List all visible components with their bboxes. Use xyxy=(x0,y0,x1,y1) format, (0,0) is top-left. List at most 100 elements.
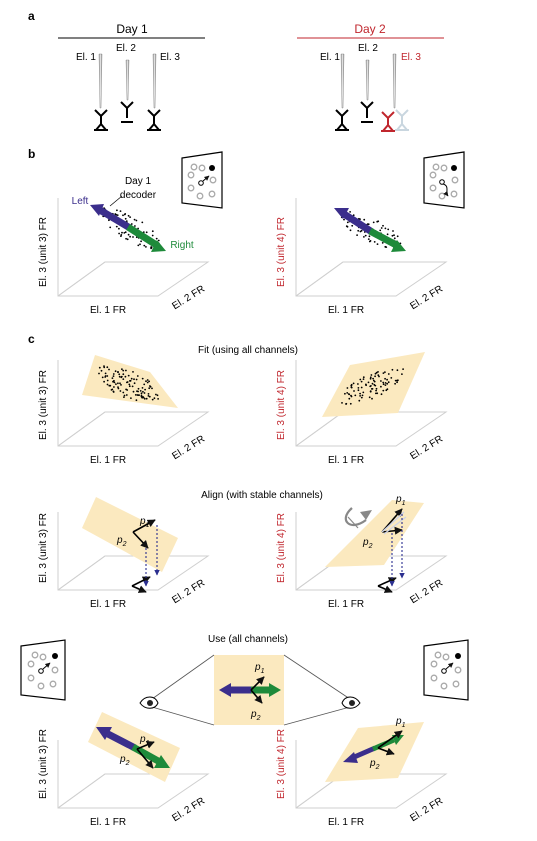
scatter-point xyxy=(349,402,352,405)
scatter-point xyxy=(376,392,379,395)
p2-projection xyxy=(131,585,147,593)
scatter-point xyxy=(122,378,125,380)
scatter-point xyxy=(380,380,382,382)
scatter-point xyxy=(142,231,145,234)
scatter-point xyxy=(133,382,136,385)
scatter-point xyxy=(98,372,100,375)
scatter-point xyxy=(148,380,151,383)
x-axis-label: El. 1 FR xyxy=(328,599,364,610)
scatter-point xyxy=(129,216,132,219)
scatter-point xyxy=(115,383,117,385)
scatter-point xyxy=(117,382,119,385)
scatter-point xyxy=(346,221,349,224)
scatter-point xyxy=(124,375,127,378)
scatter-point xyxy=(393,237,396,240)
ghost-vector xyxy=(381,511,405,533)
right-label: Right xyxy=(170,240,194,251)
scatter-point xyxy=(357,383,359,385)
plot-fit-left: El. 3 (unit 3) FR El. 1 FR El. 2 FR xyxy=(38,355,210,466)
scatter-point xyxy=(118,375,121,378)
p2-label: p2 xyxy=(116,535,127,548)
scatter-point xyxy=(360,380,363,383)
align-plane xyxy=(82,497,178,572)
scatter-point xyxy=(133,218,136,221)
scatter-point xyxy=(368,396,371,399)
scatter-point xyxy=(119,390,122,392)
scatter-point xyxy=(365,383,367,386)
scatter-point xyxy=(125,220,128,223)
scatter-point xyxy=(116,209,118,212)
scatter-point xyxy=(145,397,148,400)
scatter-point xyxy=(125,369,127,372)
scatter-point xyxy=(351,224,354,227)
y-axis-label: El. 3 (unit 3) FR xyxy=(38,729,49,799)
day2-neurons xyxy=(335,101,409,132)
scatter-point xyxy=(384,371,386,373)
scatter-point xyxy=(100,369,103,372)
scatter-point xyxy=(151,234,154,237)
scatter-point xyxy=(384,377,386,380)
plot-b-left: El. 3 (unit 3) FR El. 1 FR El. 2 FR Left… xyxy=(38,151,223,316)
p1-projection xyxy=(377,577,397,587)
scatter-point xyxy=(341,402,343,404)
p1-label: p1 xyxy=(395,716,406,729)
scatter-point xyxy=(387,228,390,231)
scatter-point xyxy=(120,235,122,238)
left-arrowhead xyxy=(90,204,104,216)
cursor-task-monitor xyxy=(181,151,223,209)
scatter-point xyxy=(118,373,121,376)
scatter-point xyxy=(119,382,121,385)
scatter-point xyxy=(380,385,382,388)
left-arrowhead xyxy=(219,683,231,697)
left-arrow xyxy=(351,745,376,761)
scatter-point xyxy=(126,238,129,241)
p2-projection xyxy=(377,585,393,593)
scatter-point xyxy=(155,237,158,240)
scatter-point xyxy=(112,375,115,377)
right-arrowhead xyxy=(154,755,170,768)
scatter-point xyxy=(130,397,132,399)
plot-use-left: p1 p2 El. 3 (unit 3) FR El. 1 FR El. 2 F… xyxy=(38,712,210,828)
scatter-point xyxy=(369,390,372,393)
left-arrow xyxy=(106,730,137,752)
z-axis-label: El. 2 FR xyxy=(170,434,206,462)
day2-electrode-3 xyxy=(392,53,397,109)
scatter-point xyxy=(350,384,353,387)
scatter-point xyxy=(348,397,351,400)
day1-electrode-3 xyxy=(152,53,157,109)
scatter-point xyxy=(132,236,134,238)
scatter-point xyxy=(363,218,366,221)
y-axis-label: El. 3 (unit 3) FR xyxy=(38,370,49,440)
scatter-point xyxy=(151,387,153,390)
scatter-point xyxy=(367,223,370,226)
scatter-point xyxy=(121,231,123,234)
plot-fit-right: El. 3 (unit 4) FR El. 1 FR El. 2 FR xyxy=(276,352,448,466)
panel-letter-b: b xyxy=(28,147,35,161)
scatter-point xyxy=(127,374,130,377)
scatter-point xyxy=(112,373,115,375)
scatter-point xyxy=(156,394,159,397)
right-arrow xyxy=(368,227,400,250)
scatter-point xyxy=(391,234,394,237)
scatter-point xyxy=(139,390,142,392)
scatter-point xyxy=(129,379,132,382)
scatter-point xyxy=(387,373,390,375)
scatter-point xyxy=(374,375,376,378)
day2-electrode-2 xyxy=(365,59,370,101)
scatter-point xyxy=(123,394,126,397)
scatter-point xyxy=(137,390,140,393)
scatter-point xyxy=(346,392,349,394)
scatter-point xyxy=(352,382,355,385)
p2-label: p2 xyxy=(362,537,373,550)
y-axis-label: El. 3 (unit 4) FR xyxy=(276,217,287,287)
scatter-point xyxy=(373,380,376,383)
day1-title: Day 1 xyxy=(116,22,148,36)
align-plane xyxy=(325,500,424,567)
day2-el1-label: El. 1 xyxy=(320,52,340,63)
scatter-point xyxy=(359,392,361,395)
x-axis-label: El. 1 FR xyxy=(328,817,364,828)
scatter-point xyxy=(386,382,389,385)
plot-align-right: p1 p2 El. 3 (unit 4) FR El. 1 FR El. 2 F… xyxy=(276,494,448,610)
eye-icon xyxy=(139,696,159,709)
scatter-point xyxy=(370,388,373,390)
